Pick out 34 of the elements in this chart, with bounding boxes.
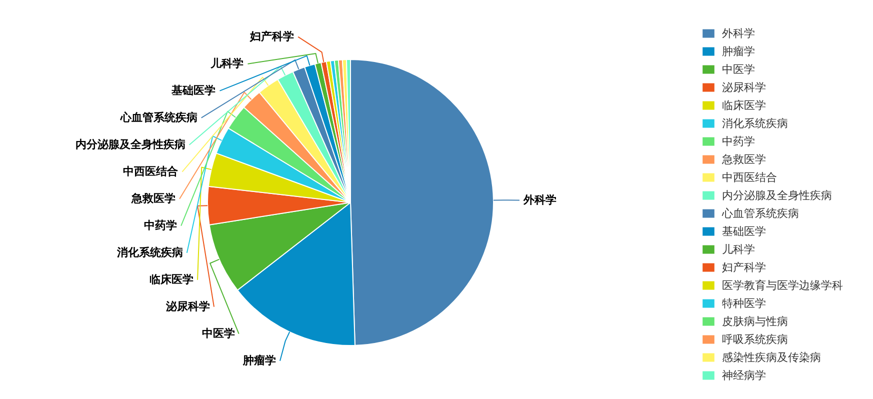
- slice-label: 中药学: [144, 218, 178, 232]
- slice-label: 中西医结合: [123, 164, 180, 178]
- legend-label: 中西医结合: [722, 170, 777, 186]
- legend-label: 肿瘤学: [722, 44, 755, 60]
- legend-label: 急救医学: [722, 152, 766, 168]
- legend-label: 泌尿科学: [722, 80, 766, 96]
- slice-label: 泌尿科学: [165, 300, 210, 313]
- slice-label: 临床医学: [150, 272, 194, 286]
- legend-label: 妇产科学: [722, 260, 766, 276]
- slice-label: 基础医学: [170, 84, 216, 97]
- slice-label: 外科学: [522, 193, 556, 206]
- legend-label: 心血管系统疾病: [722, 206, 799, 222]
- slice-label: 妇产科学: [249, 30, 294, 43]
- legend-label: 消化系统疾病: [722, 116, 788, 132]
- legend-label: 神经病学: [722, 368, 766, 384]
- legend-label: 临床医学: [722, 98, 766, 114]
- legend-label: 中医学: [722, 62, 755, 78]
- legend-label: 基础医学: [722, 224, 766, 240]
- legend-label: 感染性疾病及传染病: [722, 350, 821, 366]
- legend-label: 呼吸系统疾病: [722, 332, 788, 348]
- slice-label: 消化系统疾病: [116, 246, 183, 259]
- slice-label: 肿瘤学: [242, 354, 276, 367]
- legend-label: 儿科学: [722, 242, 755, 258]
- legend-label: 皮肤病与性病: [722, 314, 788, 330]
- slice-label: 心血管系统疾病: [119, 110, 198, 124]
- legend-label: 内分泌腺及全身性疾病: [722, 188, 832, 204]
- legend-label: 特种医学: [722, 296, 766, 312]
- slice-label: 急救医学: [130, 192, 176, 205]
- legend-label: 外科学: [722, 26, 755, 42]
- legend-label: 中药学: [722, 134, 755, 150]
- slice-label: 中医学: [202, 326, 235, 340]
- legend-label: 医学教育与医学边缘学科: [722, 278, 843, 294]
- slice-label: 儿科学: [210, 56, 244, 70]
- slice-label: 内分泌腺及全身性疾病: [75, 138, 186, 151]
